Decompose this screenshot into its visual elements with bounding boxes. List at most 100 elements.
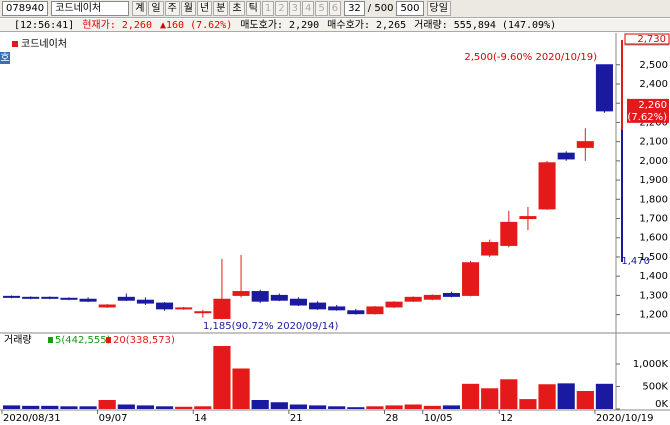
volume-bar <box>98 400 116 409</box>
volume-bar <box>595 383 614 409</box>
toolbar-button[interactable]: 1 <box>261 1 275 16</box>
candle-body <box>3 295 21 298</box>
candle-body <box>328 306 346 311</box>
toolbar-button[interactable]: 2 <box>275 1 288 16</box>
candle-body <box>366 306 384 315</box>
legend-swatch <box>12 41 18 47</box>
volume-bar <box>442 405 461 409</box>
volume-bar <box>213 346 231 409</box>
candle-body <box>136 299 154 304</box>
side-tab[interactable] <box>0 52 10 64</box>
y-tick-label: 1,500 <box>639 252 668 263</box>
candle-body <box>404 296 422 302</box>
toolbar-button[interactable]: 6 <box>328 1 342 16</box>
toolbar-button[interactable]: 일 <box>148 1 164 16</box>
toolbar-button[interactable]: 4 <box>301 1 315 16</box>
candle-body <box>213 298 231 319</box>
x-tick-label: 09/07 <box>99 413 128 424</box>
last-change: (7.62%) <box>627 112 667 123</box>
x-tick-label: 2020/10/19 <box>596 413 654 424</box>
volume-bar <box>423 405 441 409</box>
y-tick-label: 1,600 <box>639 233 668 244</box>
toolbar-button[interactable]: 틱 <box>245 1 261 16</box>
time: [12:56:41] <box>14 20 75 31</box>
volume-bar <box>79 406 97 409</box>
candle-body <box>595 64 613 112</box>
volume-bar <box>576 391 594 409</box>
y-tick-label: 1,000K <box>633 359 669 370</box>
range-top-box <box>624 33 670 45</box>
bid: 매수호가: 2,265 <box>327 20 407 31</box>
y-tick-label: 2,000 <box>639 156 668 167</box>
info-bar: [12:56:41] 현재가: 2,260 ▲160 (7.62%) 매도호가:… <box>0 19 670 32</box>
candle-body <box>347 310 365 315</box>
volume-bar <box>308 405 327 409</box>
today-button[interactable]: 당일 <box>426 1 451 16</box>
candle-body <box>442 292 460 297</box>
candle-body <box>519 216 537 220</box>
y-tick-label: 1,300 <box>639 290 668 301</box>
side-tab-text[interactable]: 호 <box>0 52 9 64</box>
toolbar-button[interactable]: 년 <box>197 1 213 16</box>
legend-label: 코드네이처 <box>21 38 67 50</box>
count-input[interactable]: 32 <box>344 1 365 16</box>
x-tick-label: 10/05 <box>424 413 453 424</box>
code-input[interactable]: 078940 <box>2 1 49 16</box>
candle-body <box>270 294 288 301</box>
y-tick-label: 0K <box>655 399 668 410</box>
volume-bar <box>155 406 174 409</box>
y-tick-label: 2,500 <box>639 60 668 71</box>
candle-body <box>22 296 40 299</box>
range-top: 2,730 <box>637 34 666 45</box>
volume-bar <box>404 404 422 409</box>
volume-bar <box>347 407 365 409</box>
volume-bar <box>232 368 250 409</box>
name-field: 코드네이처 <box>51 1 130 16</box>
volume-bar <box>328 406 346 409</box>
volume-bar <box>41 405 59 409</box>
toolbar-button[interactable]: 3 <box>288 1 301 16</box>
volume-bar <box>2 405 21 409</box>
price: 현재가: 2,260 <box>82 20 152 31</box>
chart-bg <box>0 33 670 425</box>
candle-body <box>98 304 116 308</box>
candle-body <box>309 302 327 310</box>
toolbar-button[interactable]: 5 <box>315 1 328 16</box>
candle-body <box>500 221 518 246</box>
volume-bar <box>481 388 499 409</box>
volume-bar <box>519 399 537 409</box>
toolbar-button[interactable]: 월 <box>180 1 196 16</box>
toolbar-button[interactable]: 초 <box>229 1 245 16</box>
y-tick-label: 500K <box>642 382 668 393</box>
candle-body <box>175 307 193 310</box>
volume-bar <box>461 383 480 409</box>
ask: 매도호가: 2,290 <box>240 20 320 31</box>
candle-body <box>194 311 212 314</box>
toolbar-button[interactable]: 주 <box>164 1 180 16</box>
candle-body <box>117 296 135 301</box>
change: ▲160 (7.62%) <box>159 20 233 31</box>
count-max: / 500 <box>367 3 394 14</box>
volume-bar <box>289 404 308 409</box>
toolbar-button[interactable]: 분 <box>213 1 229 16</box>
y-tick-label: 2,200 <box>639 117 668 128</box>
candle-body <box>41 296 59 299</box>
candle-body <box>538 162 556 210</box>
x-tick-label: 28 <box>386 413 399 424</box>
ma-label: 5(442,555) <box>55 335 111 346</box>
y-tick-label: 2,100 <box>639 137 668 148</box>
toolbar-button[interactable]: 계 <box>132 1 148 16</box>
x-tick-label: 2020/08/31 <box>3 413 61 424</box>
candle-body <box>156 302 174 310</box>
volume-bar <box>251 400 269 409</box>
last-price-box <box>627 98 669 123</box>
volume-bar <box>557 383 575 409</box>
ma-swatch <box>106 337 111 343</box>
volume-bar <box>500 379 518 409</box>
volume-bar <box>270 402 288 409</box>
max-input[interactable]: 500 <box>396 1 424 16</box>
volume-bar <box>194 406 212 409</box>
